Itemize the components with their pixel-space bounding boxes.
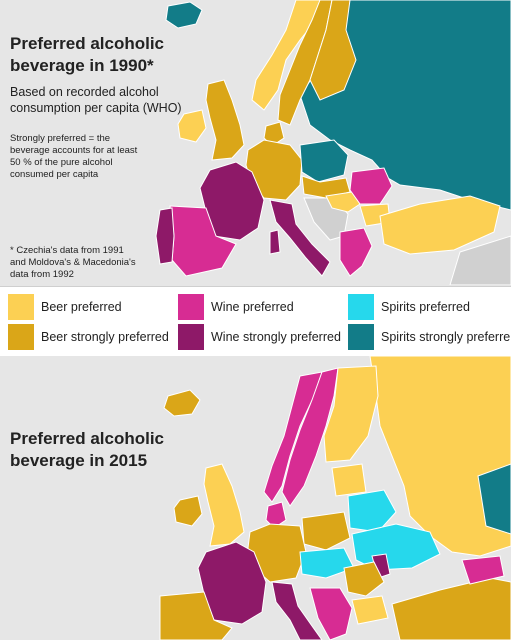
map-panel-1990: Preferred alcoholic beverage in 1990* Ba… bbox=[0, 0, 511, 285]
region-turkey bbox=[379, 195, 501, 255]
legend-swatch-spirits-strong bbox=[348, 324, 374, 350]
region-romania bbox=[349, 167, 393, 205]
map-title-line-2: beverage in 2015 bbox=[10, 451, 148, 470]
region-italy-2015 bbox=[271, 581, 323, 640]
legend-item-spirits: Spirits preferred bbox=[348, 294, 470, 320]
legend-item-beer-strong: Beer strongly preferred bbox=[8, 324, 169, 350]
region-denmark-2015 bbox=[265, 501, 287, 529]
europe-map-2015 bbox=[0, 356, 511, 640]
region-turkey-2015 bbox=[391, 577, 511, 640]
region-iceland bbox=[165, 1, 203, 29]
region-finland-2015 bbox=[323, 365, 379, 463]
region-ireland-2015 bbox=[173, 495, 203, 527]
region-ireland bbox=[177, 109, 207, 143]
map-subtitle-line-1: Based on recorded alcohol bbox=[10, 85, 159, 99]
region-greece bbox=[339, 227, 373, 277]
legend-item-spirits-strong: Spirits strongly preferre bbox=[348, 324, 510, 350]
region-sardinia bbox=[269, 229, 281, 255]
map-panel-2015: Preferred alcoholic beverage in 2015 bbox=[0, 356, 511, 640]
region-hungary bbox=[325, 191, 361, 213]
map-title-line-2: beverage in 1990* bbox=[10, 56, 154, 75]
footnote-line-3: data from 1992 bbox=[10, 269, 74, 280]
region-great-britain bbox=[205, 79, 245, 161]
region-sweden-2015 bbox=[281, 367, 339, 507]
region-iceland-2015 bbox=[163, 389, 201, 417]
region-spain-2015 bbox=[159, 591, 233, 640]
region-portugal bbox=[155, 207, 175, 265]
region-denmark bbox=[263, 121, 285, 147]
region-finland bbox=[309, 0, 357, 101]
legend-label-spirits: Spirits preferred bbox=[381, 300, 470, 314]
legend-swatch-beer-strong bbox=[8, 324, 34, 350]
definition-line-1: Strongly preferred = the bbox=[10, 133, 111, 144]
region-bulgaria-2015 bbox=[351, 595, 389, 625]
legend-swatch-beer bbox=[8, 294, 34, 320]
footnote-line-2: and Moldova's & Macedonia's bbox=[10, 257, 136, 268]
europe-map-1990 bbox=[0, 0, 511, 285]
region-russia bbox=[369, 356, 511, 557]
region-italy bbox=[269, 199, 331, 277]
region-baltics bbox=[331, 463, 367, 497]
definition-line-4: consumed per capita bbox=[10, 169, 99, 180]
region-central-europe bbox=[299, 547, 355, 579]
region-romania-2015 bbox=[343, 561, 385, 597]
footnote-line-1: * Czechia's data from 1991 bbox=[10, 245, 124, 256]
map-title-line-1: Preferred alcoholic bbox=[10, 34, 165, 53]
map-title-line-1: Preferred alcoholic bbox=[10, 429, 165, 448]
region-caucasus bbox=[461, 555, 505, 585]
legend-label-spirits-strong: Spirits strongly preferre bbox=[381, 330, 511, 344]
legend-label-beer-strong: Beer strongly preferred bbox=[41, 330, 169, 344]
definition-line-2: beverage accounts for at least bbox=[10, 145, 138, 156]
legend-label-wine: Wine preferred bbox=[211, 300, 294, 314]
definition-line-3: 50 % of the pure alcohol bbox=[10, 157, 113, 168]
legend-swatch-wine-strong bbox=[178, 324, 204, 350]
legend-item-beer: Beer preferred bbox=[8, 294, 122, 320]
region-france bbox=[199, 161, 265, 241]
legend-label-wine-strong: Wine strongly preferred bbox=[211, 330, 341, 344]
map-legend: Beer preferred Beer strongly preferred W… bbox=[0, 286, 511, 358]
region-belarus bbox=[347, 489, 397, 533]
legend-item-wine-strong: Wine strongly preferred bbox=[178, 324, 341, 350]
map-subtitle-line-2: consumption per capita (WHO) bbox=[10, 101, 182, 115]
legend-item-wine: Wine preferred bbox=[178, 294, 294, 320]
region-balkans bbox=[309, 587, 353, 640]
region-poland bbox=[299, 139, 349, 183]
region-france-2015 bbox=[197, 541, 267, 625]
region-kazakhstan bbox=[477, 463, 511, 535]
legend-swatch-spirits bbox=[348, 294, 374, 320]
legend-swatch-wine bbox=[178, 294, 204, 320]
region-middle-east bbox=[449, 235, 511, 285]
legend-label-beer: Beer preferred bbox=[41, 300, 122, 314]
